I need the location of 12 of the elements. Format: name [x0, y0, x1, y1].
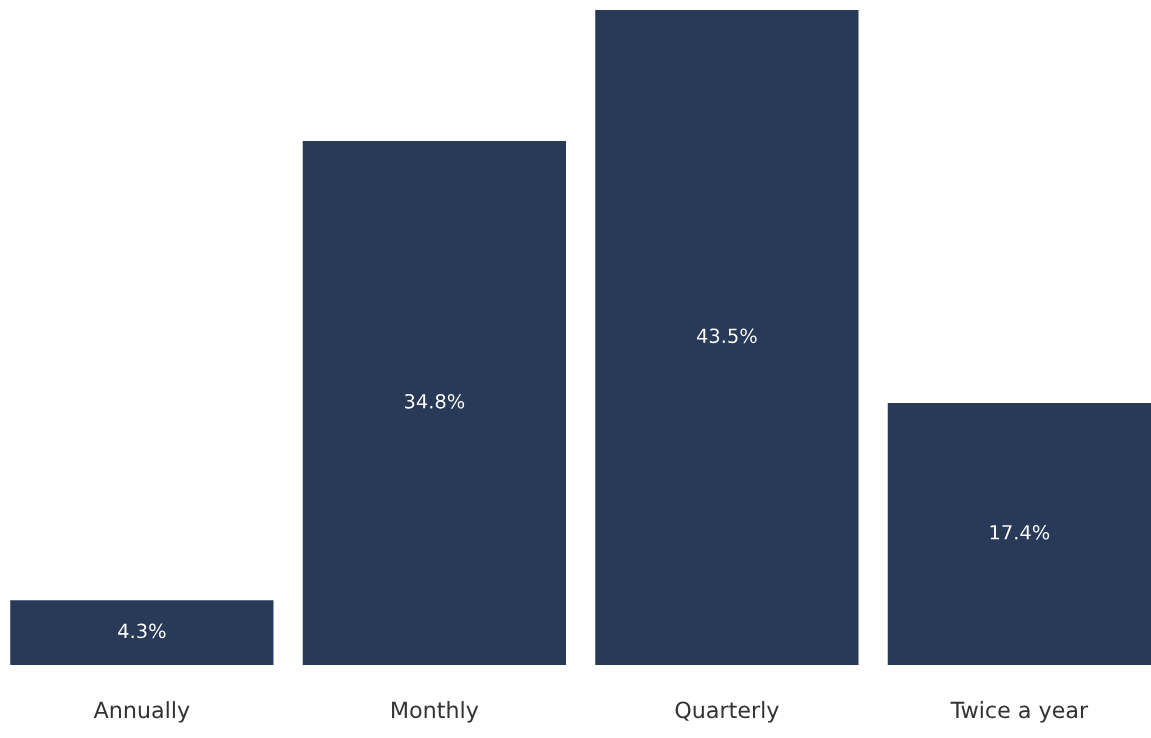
data-label: 4.3% [118, 623, 166, 639]
bar [10, 600, 274, 665]
data-label: 17.4% [990, 524, 1050, 540]
bar [887, 403, 1151, 665]
bar [595, 10, 859, 665]
data-label: 34.8% [404, 393, 465, 409]
bar [302, 141, 566, 665]
x-tick-label: Twice a year [950, 701, 1089, 723]
x-tick-label: Annually [93, 701, 190, 723]
x-tick-label: Monthly [392, 701, 479, 723]
x-tick-label: Quarterly [675, 701, 779, 723]
data-label: 43.5% [696, 328, 757, 344]
